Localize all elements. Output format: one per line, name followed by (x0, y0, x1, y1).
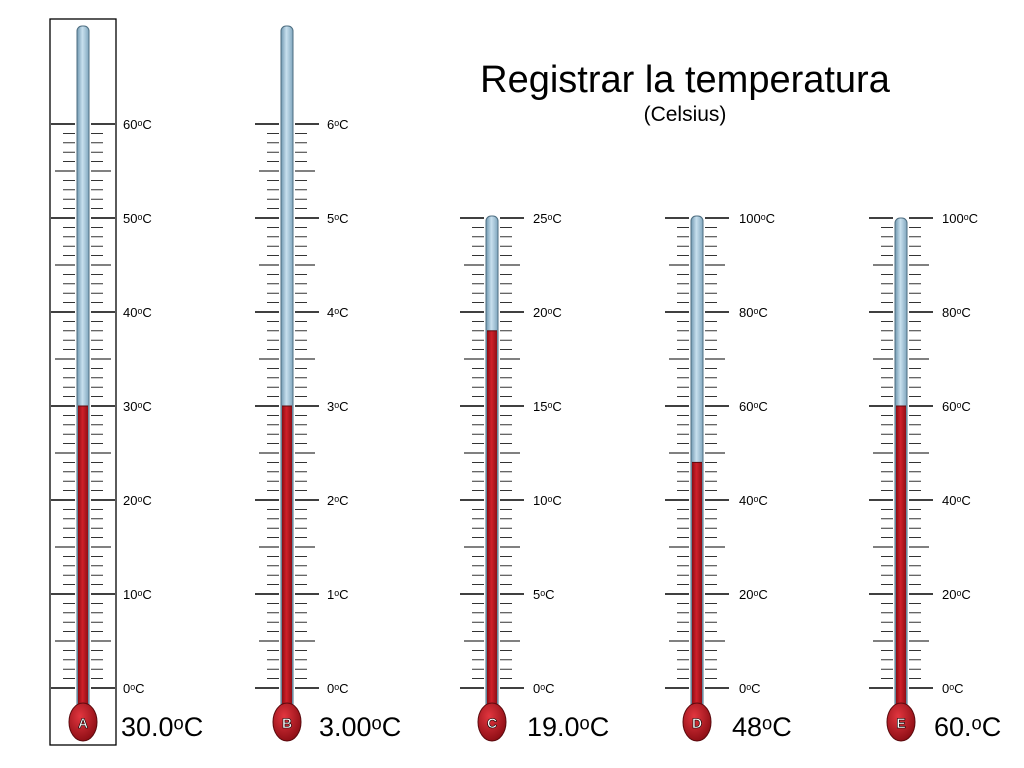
scale-label: 60ᵒC (942, 399, 971, 414)
liquid-column (78, 406, 88, 722)
scale-label: 20ᵒC (533, 305, 562, 320)
reading-value: 60.ᵒC (934, 712, 1001, 742)
thermometer-letter: D (692, 715, 702, 731)
scale-label: 5ᵒC (533, 587, 555, 602)
liquid-column (487, 330, 497, 722)
scale-label: 3ᵒC (327, 399, 349, 414)
scale-label: 40ᵒC (942, 493, 971, 508)
scale-label: 20ᵒC (123, 493, 152, 508)
selection-frame (49, 18, 117, 746)
scale-label: 15ᵒC (533, 399, 562, 414)
scale-label: 10ᵒC (123, 587, 152, 602)
scale-label: 40ᵒC (123, 305, 152, 320)
reading-value: 48ᵒC (732, 712, 792, 742)
bulb (477, 702, 507, 742)
thermometer-letter: A (78, 715, 88, 731)
scale-label: 0ᵒC (942, 681, 964, 696)
scale-label: 0ᵒC (123, 681, 145, 696)
scale-label: 0ᵒC (739, 681, 761, 696)
bulb (886, 702, 916, 742)
scale-label: 0ᵒC (327, 681, 349, 696)
scale-label: 5ᵒC (327, 211, 349, 226)
scale-label: 1ᵒC (327, 587, 349, 602)
thermometer-letter: B (282, 715, 292, 731)
scale-label: 25ᵒC (533, 211, 562, 226)
bulb (682, 702, 712, 742)
liquid-column (896, 406, 906, 722)
scale-label: 50ᵒC (123, 211, 152, 226)
liquid-column (282, 406, 292, 722)
thermometer-letter: E (896, 715, 905, 731)
scale-label: 80ᵒC (942, 305, 971, 320)
scale-label: 80ᵒC (739, 305, 768, 320)
scale-label: 100ᵒC (942, 211, 978, 226)
thermometer-a[interactable]: 60ᵒC 50ᵒC 40ᵒC 30ᵒC 20ᵒC 10ᵒC 0ᵒC A 30.0ᵒC (49, 18, 203, 746)
scale-label: 20ᵒC (942, 587, 971, 602)
thermometer-e[interactable]: 100ᵒC 80ᵒC 60ᵒC 40ᵒC 20ᵒC 0ᵒC E 60.ᵒC (869, 211, 1001, 742)
title-block: Registrar la temperatura (Celsius) (440, 58, 930, 128)
reading-value: 30.0ᵒC (121, 712, 203, 742)
page-title: Registrar la temperatura (480, 59, 890, 101)
scale-label: 10ᵒC (533, 493, 562, 508)
scale-label: 0ᵒC (533, 681, 555, 696)
scale-label: 2ᵒC (327, 493, 349, 508)
liquid-column (692, 462, 702, 722)
scale-label: 60ᵒC (123, 117, 152, 132)
scale-label: 6ᵒC (327, 117, 349, 132)
reading-value: 3.00ᵒC (319, 712, 401, 742)
thermometer-c[interactable]: 25ᵒC 20ᵒC 15ᵒC 10ᵒC 5ᵒC 0ᵒC C 19.0ᵒC (460, 211, 609, 742)
scale-label: 4ᵒC (327, 305, 349, 320)
scale-label: 40ᵒC (739, 493, 768, 508)
scale-label: 20ᵒC (739, 587, 768, 602)
reading-value: 19.0ᵒC (527, 712, 609, 742)
thermometer-d[interactable]: 100ᵒC 80ᵒC 60ᵒC 40ᵒC 20ᵒC 0ᵒC D 48ᵒC (665, 211, 792, 742)
thermometer-b[interactable]: 6ᵒC 5ᵒC 4ᵒC 3ᵒC 2ᵒC 1ᵒC 0ᵒC B 3.00ᵒC (255, 25, 401, 742)
bulb (272, 702, 302, 742)
bulb (68, 702, 98, 742)
scale-label: 60ᵒC (739, 399, 768, 414)
scale-label: 100ᵒC (739, 211, 775, 226)
scale-label: 30ᵒC (123, 399, 152, 414)
page-subtitle: (Celsius) (643, 103, 727, 126)
thermometer-letter: C (487, 715, 497, 731)
